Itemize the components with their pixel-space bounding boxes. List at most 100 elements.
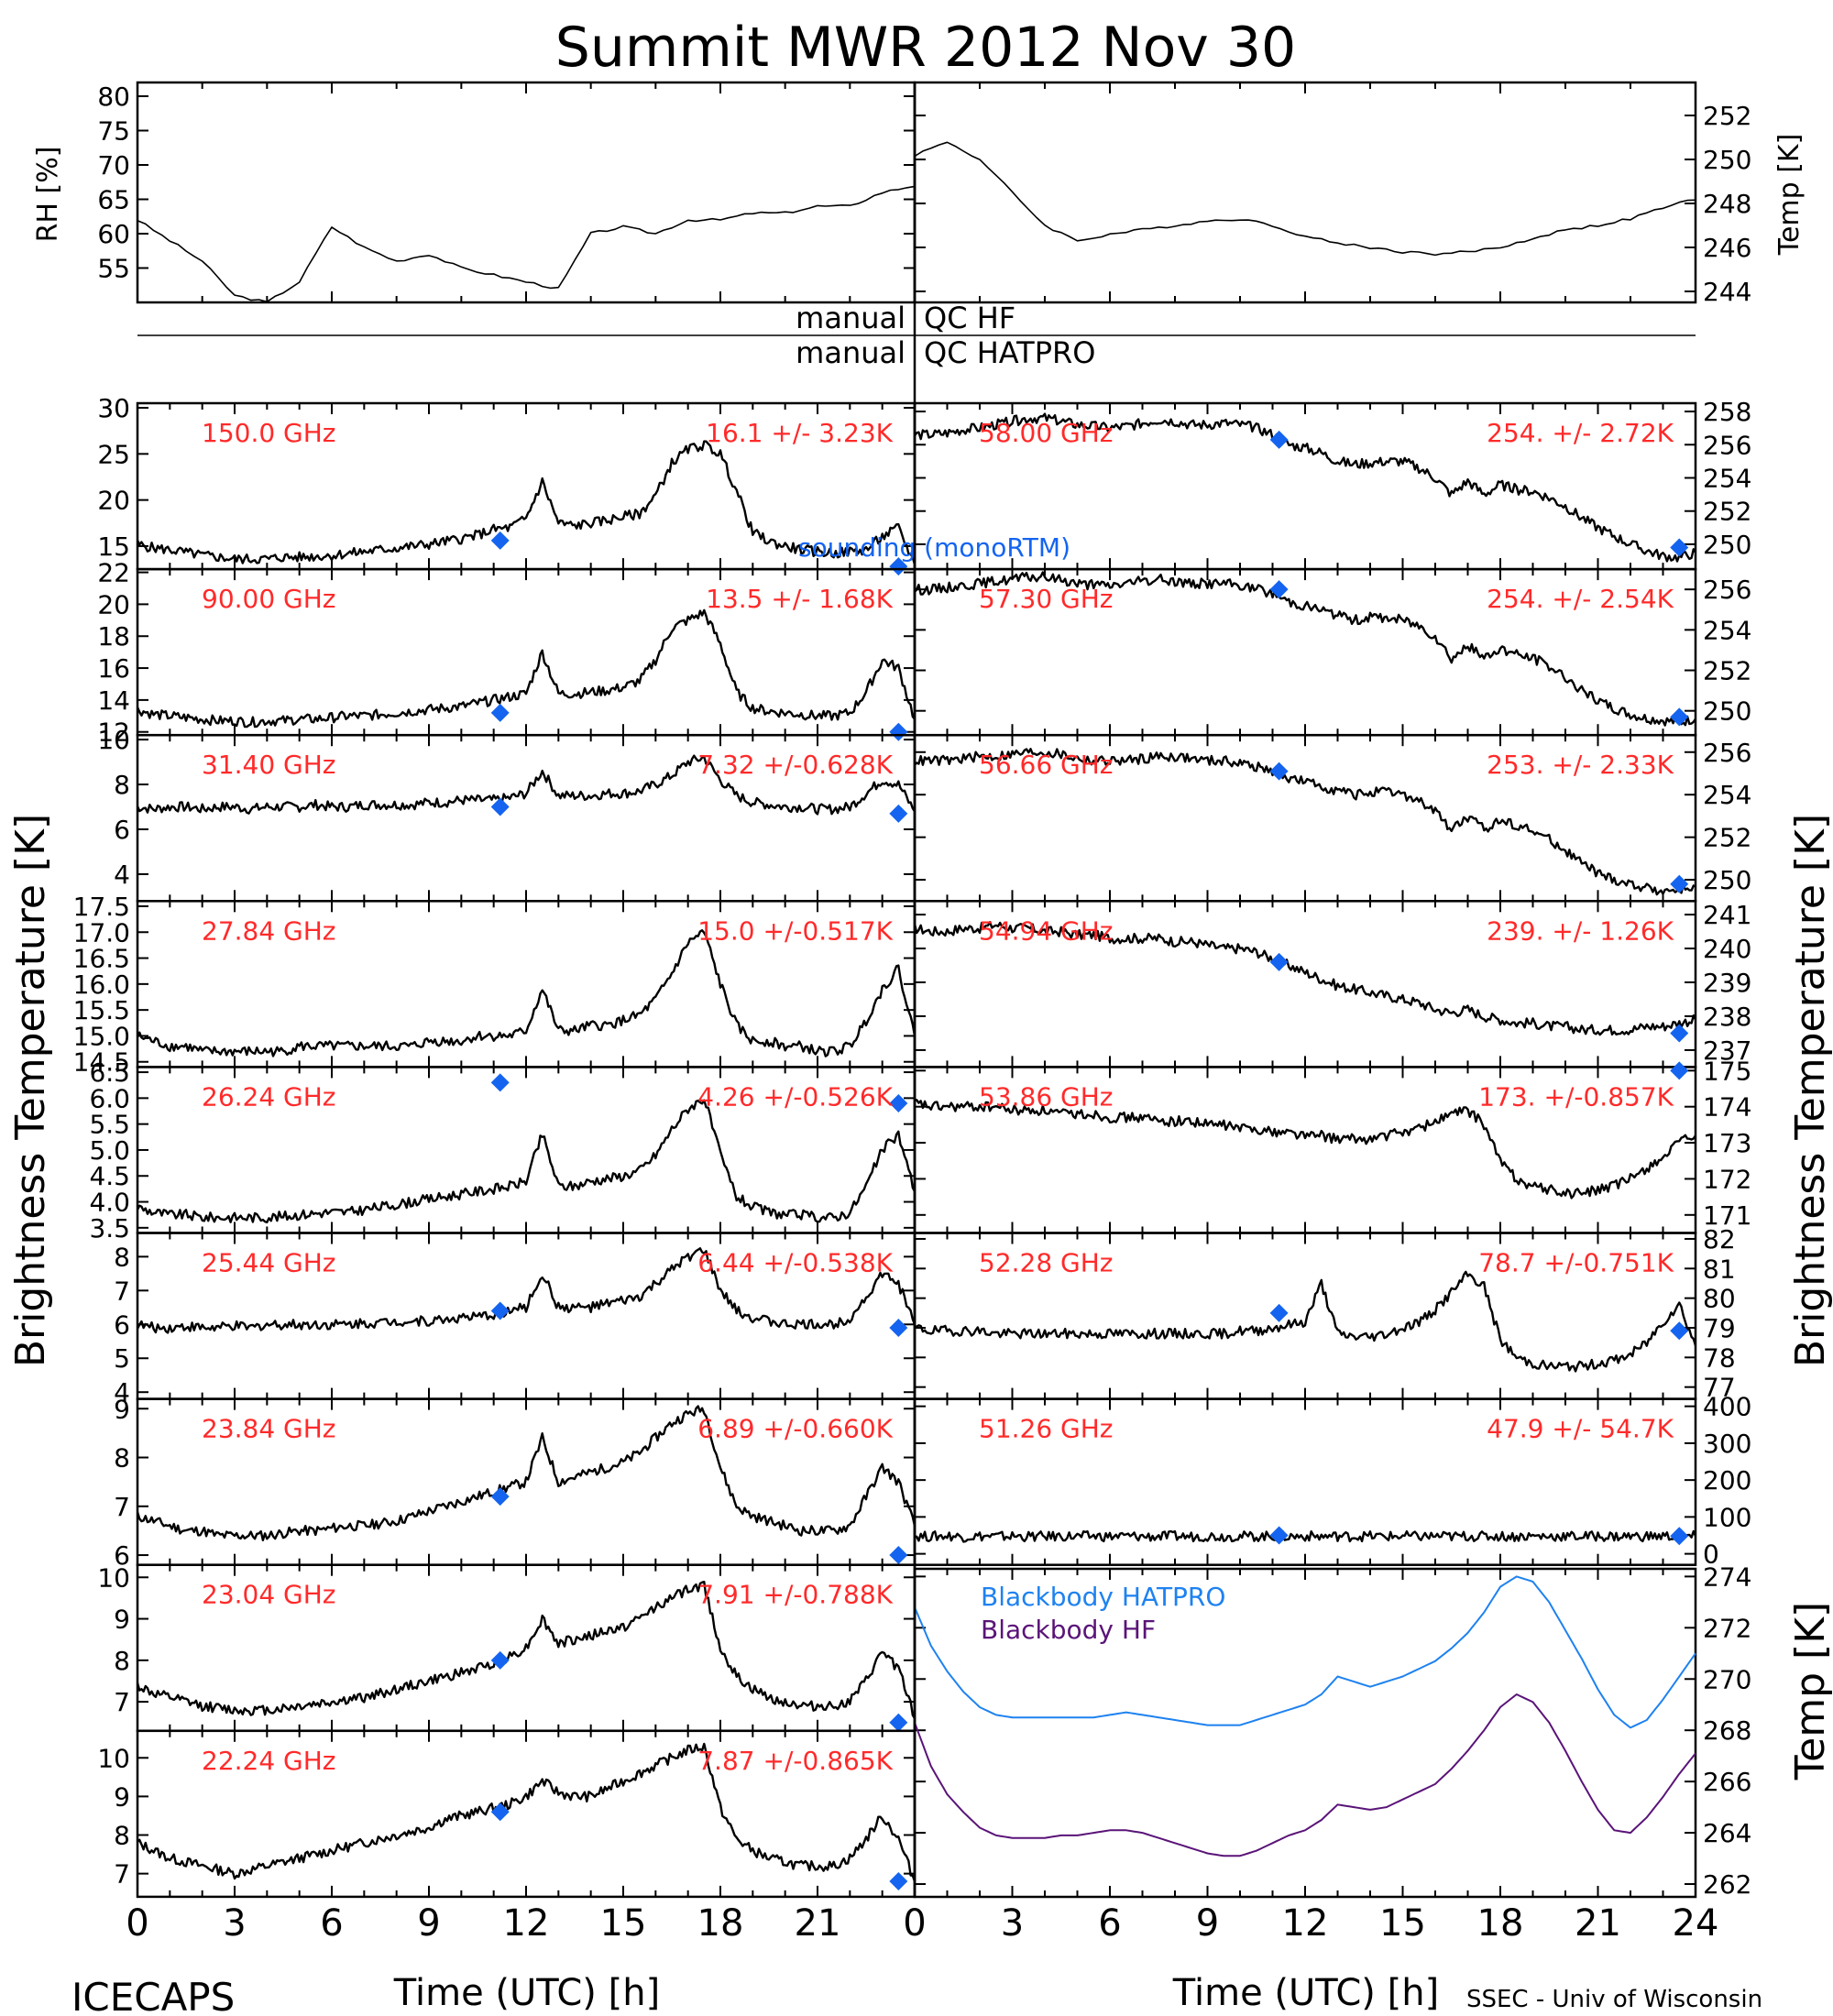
y-tick-label: 7	[114, 1492, 130, 1522]
rh-axis-label: RH [%]	[32, 147, 64, 243]
sounding-marker	[490, 797, 510, 816]
y-tick-label: 17.0	[73, 917, 130, 948]
x-tick-label: 18	[697, 1902, 744, 1945]
y-tick-label: 60	[97, 219, 130, 249]
sounding-marker	[1670, 874, 1689, 893]
y-tick-label: 5.0	[89, 1135, 130, 1166]
series-line	[136, 754, 916, 816]
y-tick-label: 75	[97, 116, 130, 147]
y-tick-label: 8	[114, 770, 130, 800]
stat-label: 7.87 +/-0.865K	[697, 1746, 893, 1776]
stat-label: 15.0 +/-0.517K	[697, 915, 893, 946]
stat-label: 7.32 +/-0.628K	[697, 750, 893, 780]
y-tick-label: 20	[97, 486, 130, 516]
series-line	[136, 1099, 916, 1224]
y-tick-label: 254	[1703, 780, 1751, 810]
y-tick-label: 252	[1703, 823, 1751, 853]
y-tick-label: 250	[1703, 696, 1751, 727]
stat-label: 78.7 +/-0.751K	[1478, 1248, 1674, 1278]
y-tick-label: 14.5	[73, 1047, 130, 1078]
sounding-marker	[490, 1301, 510, 1320]
footer-icecaps: ICECAPS	[71, 1975, 235, 2016]
series-line	[914, 748, 1696, 896]
panel-hf_53: 171 172 173 174 175 53.86 GHz 173. +/-0.857K	[913, 1056, 1751, 1234]
panel-hf_57: 250 252 254 256 57.30 GHz 254. +/- 2.54K	[913, 567, 1751, 737]
stat-label: 13.5 +/- 1.68K	[706, 584, 893, 614]
series-line	[914, 1099, 1696, 1200]
x-tick-label: 9	[417, 1902, 440, 1945]
y-tick-label: 6.0	[89, 1083, 130, 1113]
y-tick-label: 0	[1703, 1539, 1719, 1570]
y-tick-label: 80	[1703, 1284, 1736, 1314]
stat-label: 6.89 +/-0.660K	[697, 1414, 893, 1444]
frequency-label: 56.66 GHz	[979, 750, 1114, 780]
x-tick-label: 3	[1001, 1902, 1024, 1945]
y-tick-label: 78	[1703, 1342, 1736, 1373]
panel-hat_23_84: 6 7 8 9 23.84 GHz 6.89 +/-0.660K	[114, 1394, 916, 1571]
x-tick-label: 6	[320, 1902, 343, 1945]
y-tick-label: 237	[1703, 1035, 1751, 1066]
y-tick-label: 18	[97, 621, 130, 652]
sounding-marker	[1670, 1527, 1689, 1546]
sounding-marker	[1269, 952, 1289, 971]
frequency-label: 52.28 GHz	[979, 1248, 1114, 1278]
legend-entry: Blackbody HATPRO	[981, 1582, 1225, 1612]
bb-temp-axis-label: Temp [K]	[1787, 1602, 1833, 1780]
sounding-marker	[889, 1318, 908, 1337]
y-tick-label: 16.0	[73, 970, 130, 1000]
frequency-label: 58.00 GHz	[979, 418, 1114, 448]
y-tick-label: 241	[1703, 900, 1751, 930]
y-tick-label: 10	[97, 1562, 130, 1593]
sounding-marker	[889, 1713, 908, 1732]
series-line	[137, 185, 916, 303]
y-tick-label: 300	[1703, 1429, 1751, 1459]
y-tick-label: 250	[1703, 530, 1751, 560]
sounding-marker	[1269, 1303, 1289, 1322]
sounding-marker	[1269, 1526, 1289, 1545]
frequency-label: 51.26 GHz	[979, 1414, 1114, 1444]
panel-hf_31: 4 6 8 10 31.40 GHz 7.32 +/-0.628K	[97, 725, 916, 903]
series-line	[914, 1529, 1697, 1543]
y-tick-label: 9	[114, 1394, 130, 1424]
x-tick-label: 3	[223, 1902, 246, 1945]
sounding-marker	[490, 1487, 510, 1507]
sounding-marker	[1670, 1024, 1689, 1043]
y-tick-label: 6	[114, 1540, 130, 1571]
sounding-marker	[1269, 430, 1289, 449]
series-line	[913, 921, 1697, 1036]
y-tick-label: 272	[1703, 1613, 1751, 1643]
stat-label: 253. +/- 2.33K	[1487, 750, 1674, 780]
series-line	[137, 1742, 916, 1882]
y-tick-label: 262	[1703, 1869, 1751, 1900]
sounding-marker	[490, 703, 510, 722]
y-tick-label: 250	[1703, 865, 1751, 895]
series-line	[136, 1580, 916, 1719]
panel-hat_27: 14.515.015.516.016.517.017.5 27.84 GHz 15.…	[73, 892, 916, 1078]
stat-label: 47.9 +/- 54.7K	[1487, 1414, 1674, 1444]
y-tick-label: 200	[1703, 1465, 1751, 1496]
y-tick-label: 17.5	[73, 892, 130, 922]
y-tick-label: 30	[97, 393, 130, 423]
y-tick-label: 252	[1703, 656, 1751, 686]
y-tick-label: 14	[97, 685, 130, 716]
y-tick-label: 9	[114, 1781, 130, 1812]
y-tick-label: 173	[1703, 1128, 1751, 1158]
sounding-marker	[1670, 1061, 1689, 1080]
panel-hat_26: 3.54.04.55.05.56.06.5 26.24 GHz 4.26 +/-0.…	[89, 1057, 916, 1244]
y-tick-label: 4	[114, 1377, 130, 1408]
sounding-marker	[490, 1650, 510, 1670]
panels: 55606570758024424624825025215202530150.0…	[73, 81, 1751, 1945]
sounding-marker	[889, 1094, 908, 1113]
x-tick-label: 15	[1379, 1902, 1426, 1945]
y-tick-label: 174	[1703, 1092, 1751, 1123]
series-line-blackbody-hatpro	[914, 1575, 1696, 1729]
y-tick-label: 250	[1703, 145, 1751, 175]
y-tick-label: 274	[1703, 1561, 1751, 1592]
stat-label: 6.44 +/-0.538K	[697, 1248, 893, 1278]
y-tick-label: 256	[1703, 575, 1751, 605]
y-tick-label: 4.5	[89, 1161, 130, 1191]
y-tick-label: 8	[114, 1242, 130, 1272]
y-tick-label: 268	[1703, 1715, 1751, 1746]
